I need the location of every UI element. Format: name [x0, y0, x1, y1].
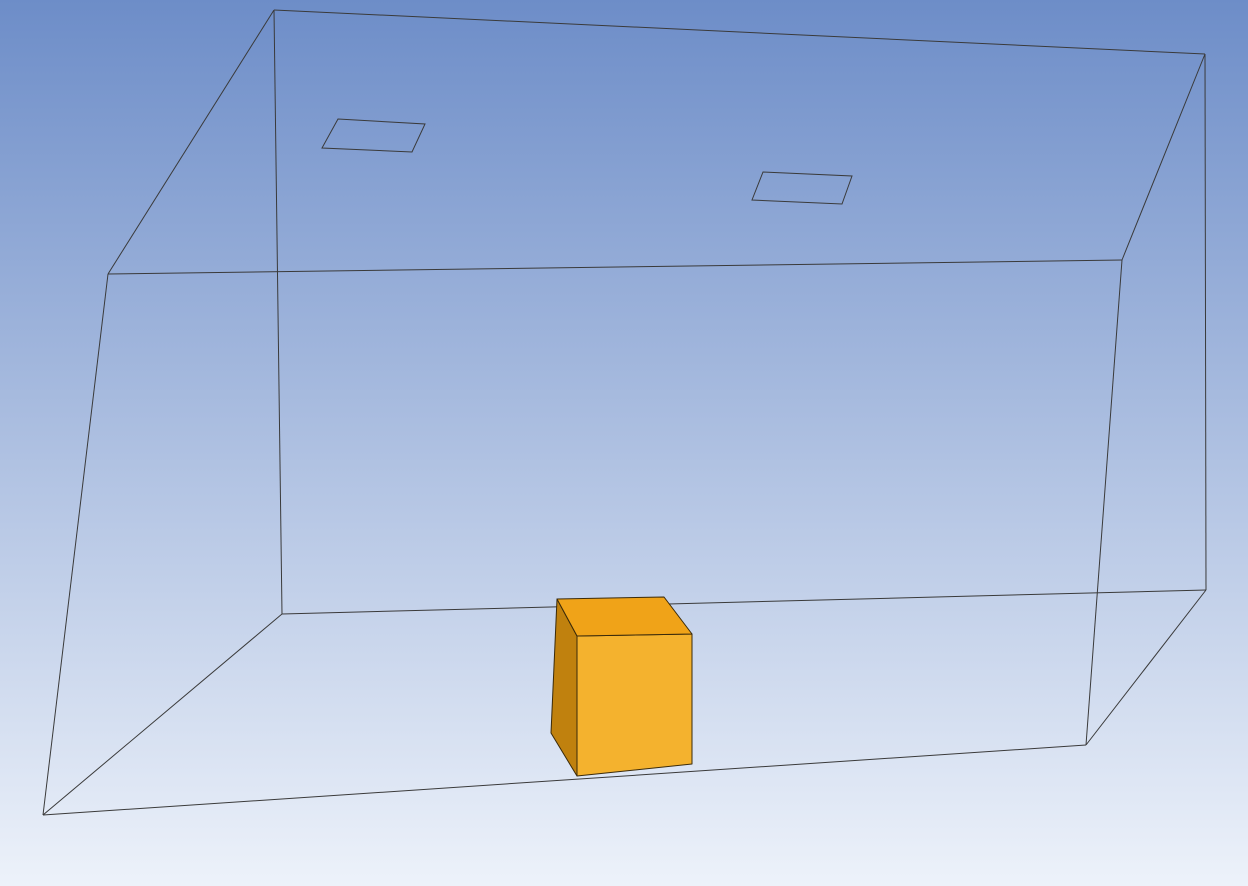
viewport-3d[interactable]: [0, 0, 1248, 886]
solid-cube: [551, 597, 692, 776]
scene-svg: [0, 0, 1248, 886]
cube-right-face: [577, 634, 692, 776]
